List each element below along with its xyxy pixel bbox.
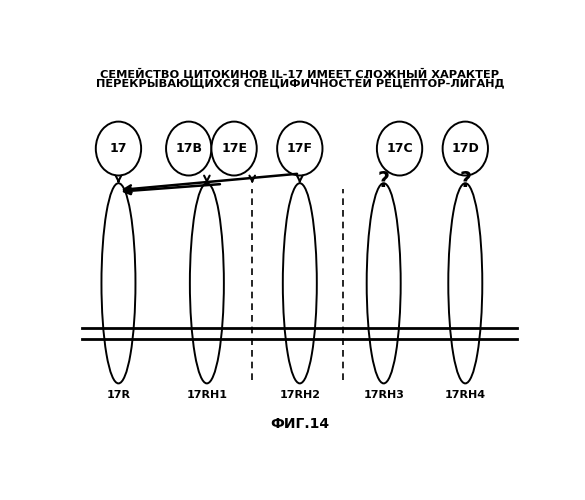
Text: 17C: 17C bbox=[386, 142, 413, 155]
Text: ФИГ.14: ФИГ.14 bbox=[270, 417, 329, 431]
Text: 17F: 17F bbox=[287, 142, 313, 155]
Text: 17RH1: 17RH1 bbox=[187, 390, 228, 400]
Ellipse shape bbox=[367, 183, 401, 384]
Text: 17RH4: 17RH4 bbox=[445, 390, 486, 400]
Ellipse shape bbox=[277, 122, 322, 176]
Ellipse shape bbox=[96, 122, 141, 176]
Ellipse shape bbox=[190, 183, 224, 384]
Text: 17R: 17R bbox=[106, 390, 130, 400]
Ellipse shape bbox=[211, 122, 257, 176]
Ellipse shape bbox=[101, 183, 136, 384]
Text: ПЕРЕКРЫВАЮЩИХСЯ СПЕЦИФИЧНОСТЕЙ РЕЦЕПТОР-ЛИГАНД: ПЕРЕКРЫВАЮЩИХСЯ СПЕЦИФИЧНОСТЕЙ РЕЦЕПТОР-… bbox=[95, 76, 504, 88]
Ellipse shape bbox=[283, 183, 317, 384]
Ellipse shape bbox=[166, 122, 211, 176]
Text: 17RH2: 17RH2 bbox=[279, 390, 321, 400]
Text: ?: ? bbox=[459, 172, 472, 192]
Text: ?: ? bbox=[378, 172, 390, 192]
Text: СЕМЕЙСТВО ЦИТОКИНОВ IL-17 ИМЕЕТ СЛОЖНЫЙ ХАРАКТЕР: СЕМЕЙСТВО ЦИТОКИНОВ IL-17 ИМЕЕТ СЛОЖНЫЙ … bbox=[100, 68, 500, 80]
Text: 17RH3: 17RH3 bbox=[363, 390, 404, 400]
Ellipse shape bbox=[443, 122, 488, 176]
Text: 17E: 17E bbox=[221, 142, 247, 155]
Ellipse shape bbox=[377, 122, 422, 176]
Ellipse shape bbox=[448, 183, 482, 384]
Text: 17D: 17D bbox=[452, 142, 479, 155]
Text: 17B: 17B bbox=[176, 142, 202, 155]
Text: 17: 17 bbox=[110, 142, 127, 155]
